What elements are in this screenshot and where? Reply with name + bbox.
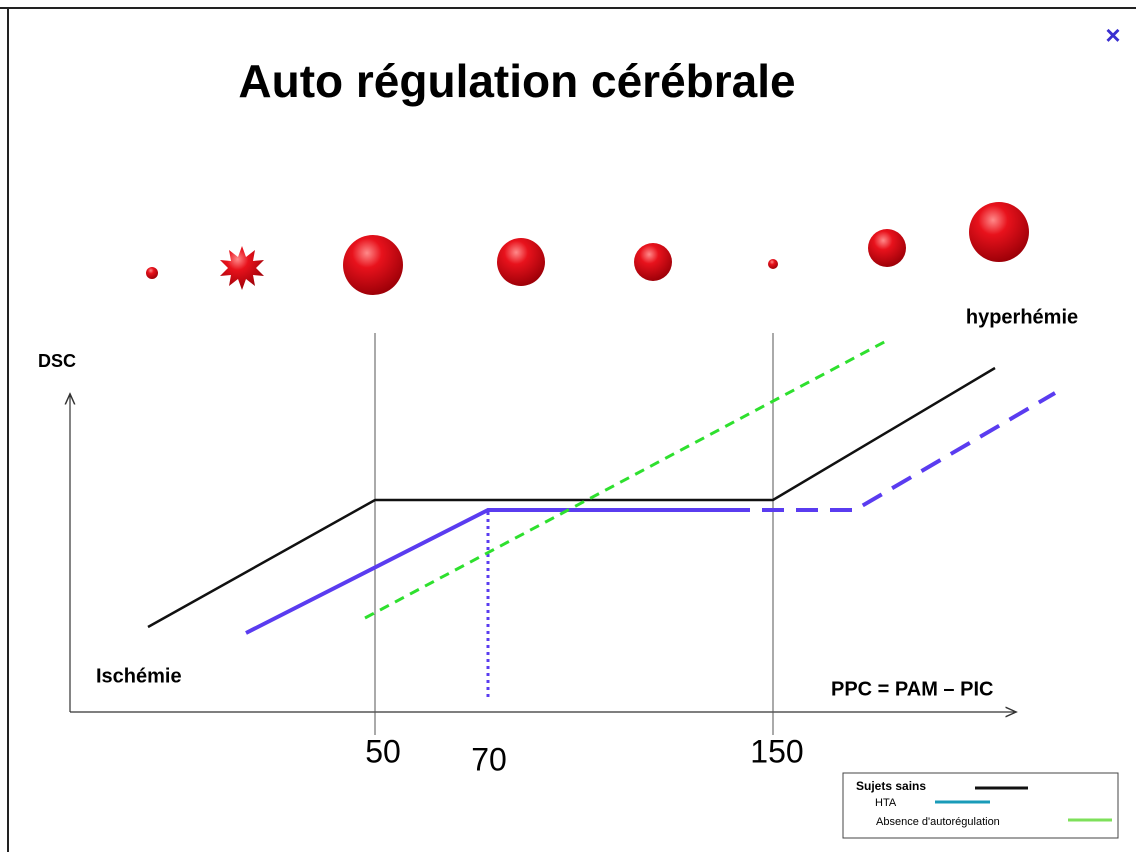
axis-label: DSC: [38, 351, 76, 371]
zone-label: Ischémie: [96, 665, 182, 687]
healthy-curve: [147, 366, 996, 629]
vessel: [497, 238, 545, 286]
close-button[interactable]: ×: [1105, 20, 1120, 50]
legend-entry: HTA: [875, 797, 897, 809]
x-marker: 50: [365, 733, 401, 769]
vessel: [768, 259, 778, 269]
hta-curve-extension: [762, 391, 1057, 512]
legend-entry: Sujets sains: [856, 779, 926, 793]
x-marker: 70: [471, 741, 507, 777]
x-marker: 150: [750, 733, 803, 769]
axis-label: PPC = PAM – PIC: [831, 678, 993, 700]
vessel: [343, 235, 403, 295]
zone-label: hyperhémie: [966, 306, 1078, 328]
vessel-spasm: [220, 246, 264, 290]
legend-entry: Absence d'autorégulation: [876, 816, 1000, 828]
vessel: [634, 243, 672, 281]
vessel: [146, 267, 158, 279]
title: Auto régulation cérébrale: [238, 55, 795, 107]
hta-curve: [245, 508, 750, 635]
legend-box: [842, 772, 1119, 839]
no-autoregulation-curve: [364, 338, 889, 620]
vessels: [146, 202, 1029, 295]
vessel: [969, 202, 1029, 262]
legend: Sujets sains HTA Absence d'autorégulatio…: [842, 772, 1119, 839]
vessel: [868, 229, 906, 267]
